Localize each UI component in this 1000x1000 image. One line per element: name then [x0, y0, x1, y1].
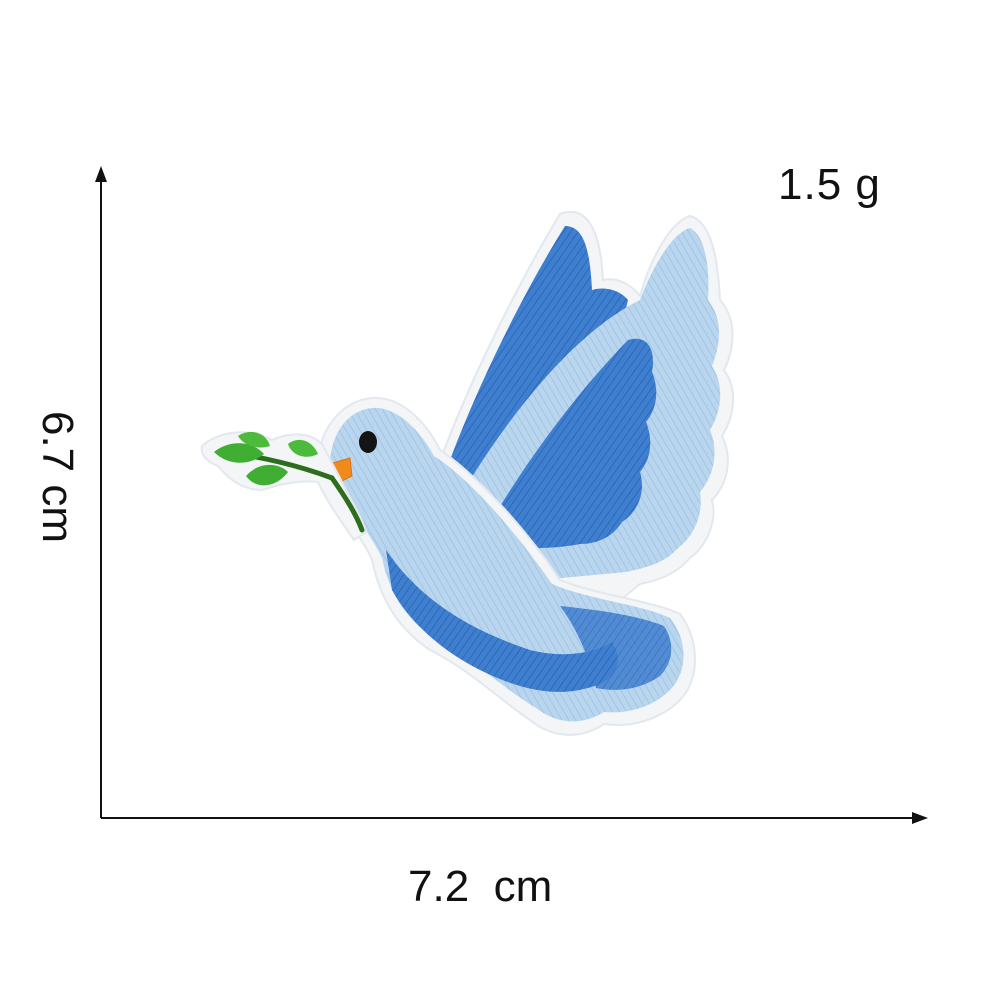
dove-belly-stripe — [386, 550, 618, 692]
weight-label: 1.5 g — [778, 160, 881, 209]
front-wing-inner — [480, 338, 657, 548]
leaf-1 — [214, 443, 264, 463]
vertical-axis-arrow-icon — [95, 166, 107, 182]
horizontal-axis-arrow-icon — [912, 812, 928, 824]
dove-eye — [359, 431, 377, 453]
leaf-4 — [288, 439, 318, 457]
leaf-2 — [238, 431, 270, 448]
olive-branch-icon — [200, 431, 368, 542]
height-dimension-label: 6.7 cm — [33, 410, 82, 544]
leaf-3 — [246, 464, 288, 486]
dove-tail — [560, 606, 672, 690]
back-wing — [450, 226, 628, 500]
width-dimension-label: 7.2 cm — [408, 862, 553, 911]
dove-icon — [316, 211, 735, 736]
